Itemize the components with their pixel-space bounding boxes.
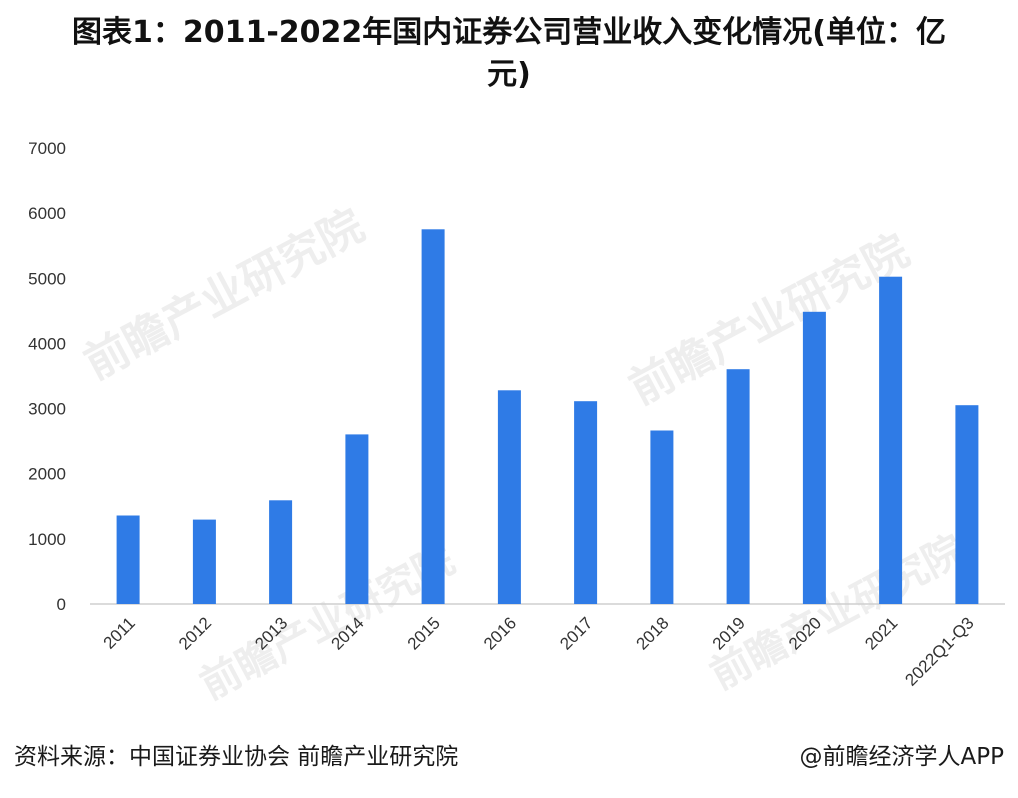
bar-2011	[116, 515, 140, 604]
y-tick-label: 6000	[28, 204, 66, 223]
bar-2017	[574, 401, 598, 604]
bar-2015	[421, 229, 445, 605]
bar-2014	[345, 434, 369, 604]
chart-title: 图表1：2011-2022年国内证券公司营业收入变化情况(单位：亿 元)	[0, 12, 1018, 96]
chart-title-line-2: 元)	[487, 57, 531, 92]
y-tick-label: 5000	[28, 269, 66, 288]
y-tick-label: 7000	[28, 139, 66, 158]
bar-2019	[726, 369, 750, 604]
bar-2018	[650, 430, 674, 604]
bar-2020	[802, 311, 826, 604]
bar-2022Q1-Q3	[955, 405, 979, 604]
source-note: 资料来源：中国证券业协会 前瞻产业研究院	[14, 744, 459, 770]
x-tick-label: 2017	[556, 613, 596, 653]
y-tick-label: 2000	[28, 465, 66, 484]
x-tick-label: 2012	[175, 613, 215, 653]
footer: 资料来源：中国证券业协会 前瞻产业研究院 @前瞻经济学人APP	[14, 737, 1004, 777]
y-tick-label: 3000	[28, 400, 66, 419]
bar-series	[116, 229, 979, 605]
bar-2012	[192, 519, 216, 604]
y-tick-label: 1000	[28, 530, 66, 549]
bar-2021	[879, 276, 903, 604]
credit-note: @前瞻经济学人APP	[799, 744, 1004, 770]
x-tick-label: 2015	[404, 613, 444, 653]
bar-2013	[269, 500, 293, 604]
watermark-1: 前瞻产业研究院	[76, 200, 372, 390]
x-tick-label: 2011	[100, 613, 139, 652]
x-tick-label: 2022Q1-Q3	[901, 613, 977, 689]
bar-2016	[497, 390, 521, 604]
y-axis: 0 1000 2000 3000 4000 5000 6000 7000	[28, 139, 66, 614]
y-tick-label: 4000	[28, 334, 66, 353]
y-tick-label: 0	[57, 595, 66, 614]
chart-title-line-1: 图表1：2011-2022年国内证券公司营业收入变化情况(单位：亿	[71, 15, 947, 50]
watermark-2: 前瞻产业研究院	[621, 225, 917, 415]
x-tick-label: 2018	[633, 613, 673, 653]
x-tick-label: 2016	[480, 613, 520, 653]
